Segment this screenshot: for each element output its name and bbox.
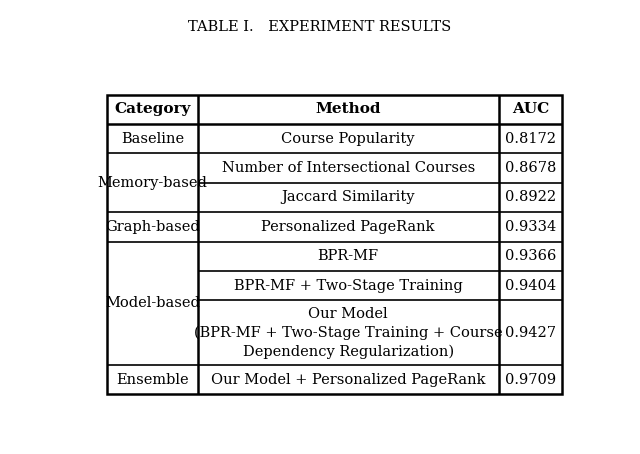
Text: Course Popularity: Course Popularity xyxy=(282,132,415,146)
Text: Personalized PageRank: Personalized PageRank xyxy=(261,220,435,234)
Text: Category: Category xyxy=(115,102,191,116)
Bar xyxy=(108,95,562,394)
Text: TABLE I. EXPERIMENT RESULTS: TABLE I. EXPERIMENT RESULTS xyxy=(188,20,452,35)
Text: 0.9709: 0.9709 xyxy=(505,373,556,387)
Text: 0.8172: 0.8172 xyxy=(505,132,556,146)
Text: BPR-MF: BPR-MF xyxy=(317,249,379,263)
Text: Our Model
(BPR-MF + Two-Stage Training + Course
Dependency Regularization): Our Model (BPR-MF + Two-Stage Training +… xyxy=(194,306,502,359)
Text: Our Model + Personalized PageRank: Our Model + Personalized PageRank xyxy=(211,373,485,387)
Text: 0.9404: 0.9404 xyxy=(505,279,556,292)
Text: Method: Method xyxy=(316,102,381,116)
Text: Graph-based: Graph-based xyxy=(105,220,200,234)
Text: 0.8678: 0.8678 xyxy=(504,161,556,175)
Text: 0.9427: 0.9427 xyxy=(505,326,556,340)
Text: 0.9334: 0.9334 xyxy=(505,220,556,234)
Text: 0.8922: 0.8922 xyxy=(505,191,556,204)
Text: BPR-MF + Two-Stage Training: BPR-MF + Two-Stage Training xyxy=(234,279,463,292)
Text: Memory-based: Memory-based xyxy=(97,176,207,190)
Text: Baseline: Baseline xyxy=(121,132,184,146)
Text: Model-based: Model-based xyxy=(105,296,200,310)
Text: Ensemble: Ensemble xyxy=(116,373,189,387)
Text: AUC: AUC xyxy=(512,102,549,116)
Text: Number of Intersectional Courses: Number of Intersectional Courses xyxy=(221,161,475,175)
Text: Jaccard Similarity: Jaccard Similarity xyxy=(282,191,415,204)
Text: 0.9366: 0.9366 xyxy=(504,249,556,263)
